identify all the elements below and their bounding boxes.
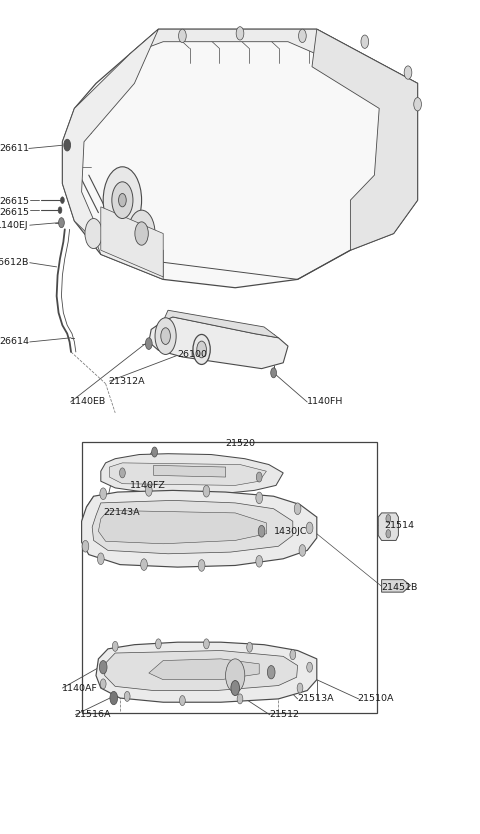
Circle shape bbox=[119, 193, 126, 207]
Polygon shape bbox=[105, 651, 298, 691]
Circle shape bbox=[97, 553, 104, 565]
Text: 1430JC: 1430JC bbox=[274, 527, 307, 535]
Circle shape bbox=[110, 691, 118, 705]
Circle shape bbox=[256, 472, 262, 482]
Polygon shape bbox=[82, 490, 317, 567]
Text: 1140EJ: 1140EJ bbox=[0, 221, 29, 229]
Polygon shape bbox=[98, 510, 266, 544]
Circle shape bbox=[59, 218, 64, 228]
Polygon shape bbox=[382, 580, 410, 592]
Circle shape bbox=[64, 139, 71, 151]
Circle shape bbox=[145, 338, 152, 349]
Circle shape bbox=[256, 555, 263, 567]
Circle shape bbox=[386, 515, 391, 523]
Text: 26100: 26100 bbox=[178, 350, 207, 359]
Circle shape bbox=[112, 182, 133, 219]
Text: 26615: 26615 bbox=[0, 208, 29, 217]
Polygon shape bbox=[92, 500, 293, 554]
Circle shape bbox=[179, 29, 186, 43]
Circle shape bbox=[161, 328, 170, 344]
Text: 21514: 21514 bbox=[384, 521, 414, 530]
Circle shape bbox=[258, 525, 265, 537]
Text: 21451B: 21451B bbox=[382, 584, 418, 592]
Circle shape bbox=[306, 522, 313, 534]
Circle shape bbox=[193, 334, 210, 364]
Polygon shape bbox=[109, 463, 266, 485]
Circle shape bbox=[414, 98, 421, 111]
Circle shape bbox=[100, 488, 107, 500]
Circle shape bbox=[271, 368, 276, 378]
Text: 26612B: 26612B bbox=[0, 259, 29, 267]
Text: 21520: 21520 bbox=[225, 440, 255, 448]
Circle shape bbox=[299, 29, 306, 43]
Polygon shape bbox=[101, 207, 163, 277]
Polygon shape bbox=[130, 29, 418, 88]
Circle shape bbox=[247, 642, 252, 652]
Circle shape bbox=[256, 492, 263, 504]
Circle shape bbox=[82, 540, 89, 552]
Polygon shape bbox=[149, 317, 288, 369]
Text: 22143A: 22143A bbox=[103, 508, 140, 516]
Circle shape bbox=[180, 696, 185, 706]
Circle shape bbox=[236, 27, 244, 40]
Circle shape bbox=[203, 485, 210, 497]
Circle shape bbox=[85, 219, 102, 249]
Circle shape bbox=[103, 167, 142, 234]
Text: 26614: 26614 bbox=[0, 338, 29, 346]
Text: 21513A: 21513A bbox=[298, 695, 334, 703]
Circle shape bbox=[60, 197, 64, 203]
Circle shape bbox=[152, 447, 157, 457]
Polygon shape bbox=[62, 29, 163, 279]
Text: 1140EB: 1140EB bbox=[70, 398, 106, 406]
Circle shape bbox=[100, 679, 106, 689]
Polygon shape bbox=[96, 642, 317, 702]
Circle shape bbox=[290, 650, 296, 660]
Circle shape bbox=[404, 66, 412, 79]
Polygon shape bbox=[163, 310, 278, 338]
Polygon shape bbox=[154, 465, 226, 477]
Text: 21510A: 21510A bbox=[358, 695, 394, 703]
Circle shape bbox=[197, 341, 206, 358]
Circle shape bbox=[155, 318, 176, 354]
Circle shape bbox=[297, 683, 303, 693]
Circle shape bbox=[361, 35, 369, 48]
Polygon shape bbox=[62, 29, 418, 288]
Circle shape bbox=[299, 545, 306, 556]
Circle shape bbox=[141, 559, 147, 570]
Text: 21516A: 21516A bbox=[74, 711, 111, 719]
Circle shape bbox=[99, 661, 107, 674]
Bar bbox=[82, 442, 377, 713]
Text: 1140AF: 1140AF bbox=[62, 684, 98, 692]
Text: 1140FH: 1140FH bbox=[307, 398, 344, 406]
Circle shape bbox=[386, 530, 391, 538]
Circle shape bbox=[198, 560, 205, 571]
Text: 26611: 26611 bbox=[0, 144, 29, 153]
Polygon shape bbox=[312, 29, 418, 250]
Polygon shape bbox=[101, 454, 283, 495]
Text: 21312A: 21312A bbox=[108, 377, 144, 385]
Circle shape bbox=[307, 662, 312, 672]
Circle shape bbox=[145, 485, 152, 496]
Circle shape bbox=[204, 639, 209, 649]
Polygon shape bbox=[149, 659, 259, 680]
Circle shape bbox=[294, 503, 301, 515]
Text: 1140FZ: 1140FZ bbox=[130, 481, 166, 490]
Circle shape bbox=[226, 659, 245, 692]
Circle shape bbox=[231, 681, 240, 696]
Circle shape bbox=[120, 468, 125, 478]
Circle shape bbox=[267, 666, 275, 679]
Circle shape bbox=[58, 207, 62, 214]
Text: 21512: 21512 bbox=[269, 711, 299, 719]
Circle shape bbox=[124, 691, 130, 701]
Polygon shape bbox=[378, 513, 398, 540]
Circle shape bbox=[156, 639, 161, 649]
Circle shape bbox=[237, 694, 243, 704]
Circle shape bbox=[135, 222, 148, 245]
Circle shape bbox=[112, 641, 118, 651]
Circle shape bbox=[128, 210, 155, 257]
Text: 26615: 26615 bbox=[0, 198, 29, 206]
